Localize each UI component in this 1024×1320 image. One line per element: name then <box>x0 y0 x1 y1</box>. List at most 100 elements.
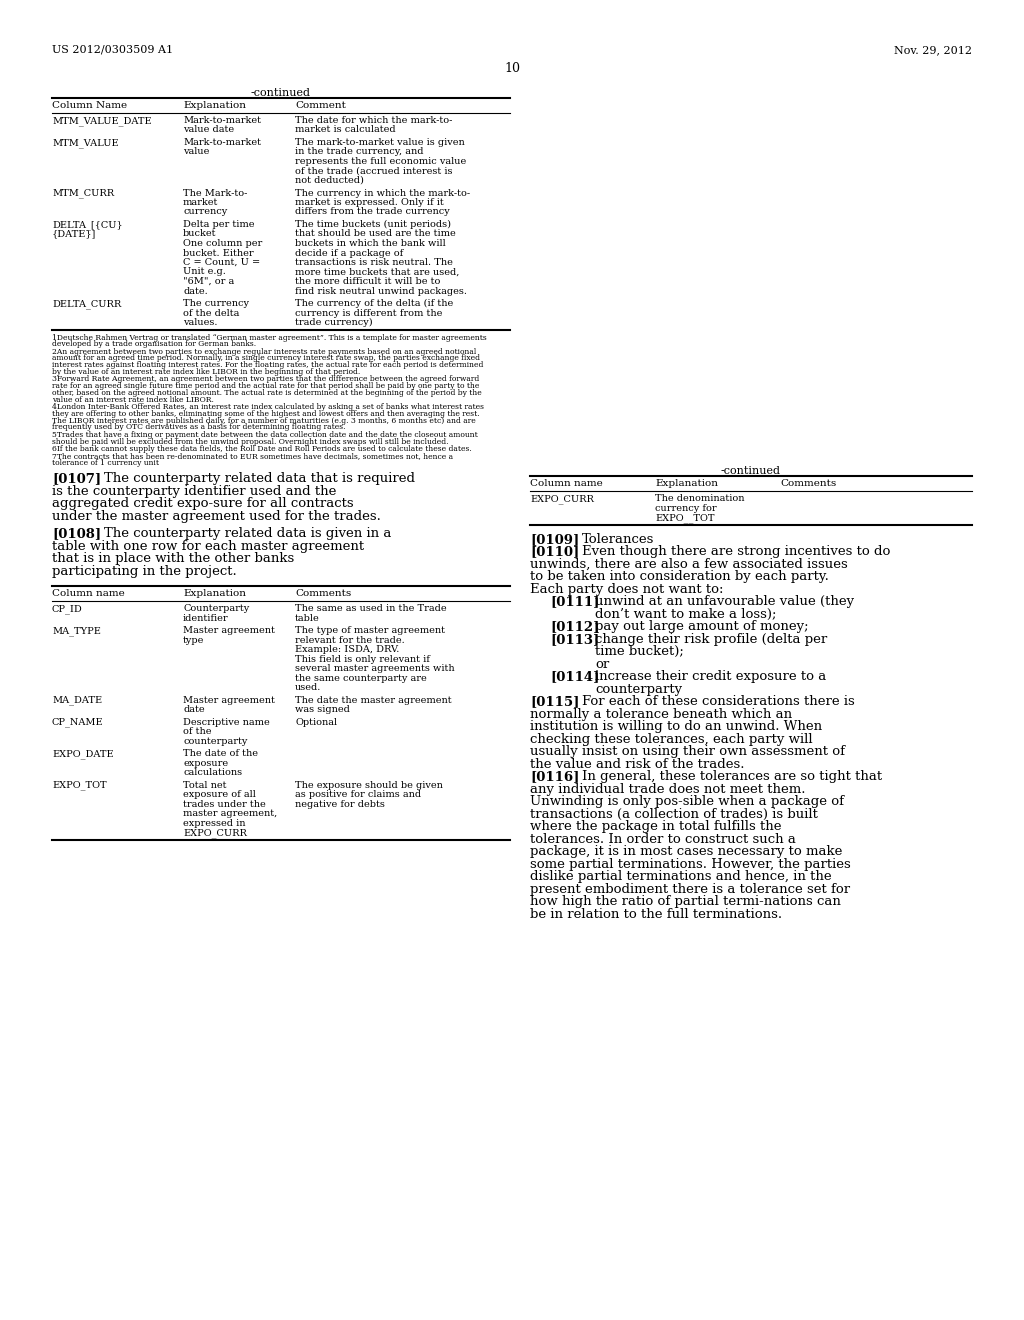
Text: DELTA_[{CU}: DELTA_[{CU} <box>52 220 123 230</box>
Text: currency: currency <box>183 207 227 216</box>
Text: buckets in which the bank will: buckets in which the bank will <box>295 239 445 248</box>
Text: be in relation to the full terminations.: be in relation to the full terminations. <box>530 908 782 921</box>
Text: package, it is in most cases necessary to make: package, it is in most cases necessary t… <box>530 845 843 858</box>
Text: 5Trades that have a fixing or payment date between the data collection date and : 5Trades that have a fixing or payment da… <box>52 430 478 438</box>
Text: This field is only relevant if: This field is only relevant if <box>295 655 430 664</box>
Text: Optional: Optional <box>295 718 337 727</box>
Text: CP_ID: CP_ID <box>52 605 83 614</box>
Text: EXPO__TOT: EXPO__TOT <box>655 513 715 523</box>
Text: [0114]: [0114] <box>550 671 599 684</box>
Text: more time buckets that are used,: more time buckets that are used, <box>295 268 460 276</box>
Text: 4London Inter-Bank Offered Rates, an interest rate index calculated by asking a : 4London Inter-Bank Offered Rates, an int… <box>52 403 484 411</box>
Text: MTM_VALUE_DATE: MTM_VALUE_DATE <box>52 116 152 125</box>
Text: The date of the: The date of the <box>183 750 258 758</box>
Text: Unwinding is only pos-sible when a package of: Unwinding is only pos-sible when a packa… <box>530 795 844 808</box>
Text: other, based on the agreed notional amount. The actual rate is determined at the: other, based on the agreed notional amou… <box>52 389 481 397</box>
Text: represents the full economic value: represents the full economic value <box>295 157 466 166</box>
Text: the same counterparty are: the same counterparty are <box>295 673 427 682</box>
Text: Tolerances: Tolerances <box>582 533 654 545</box>
Text: tolerances. In order to construct such a: tolerances. In order to construct such a <box>530 833 796 846</box>
Text: market: market <box>183 198 218 207</box>
Text: of the: of the <box>183 727 212 737</box>
Text: The Mark-to-: The Mark-to- <box>183 189 248 198</box>
Text: in the trade currency, and: in the trade currency, and <box>295 148 424 157</box>
Text: For each of these considerations there is: For each of these considerations there i… <box>582 696 855 709</box>
Text: or: or <box>595 657 609 671</box>
Text: Mark-to-market: Mark-to-market <box>183 139 261 147</box>
Text: institution is willing to do an unwind. When: institution is willing to do an unwind. … <box>530 721 822 733</box>
Text: Unit e.g.: Unit e.g. <box>183 268 226 276</box>
Text: MTM_CURR: MTM_CURR <box>52 189 114 198</box>
Text: The time buckets (unit periods): The time buckets (unit periods) <box>295 220 451 230</box>
Text: amount for an agreed time period. Normally, in a single currency interest rate s: amount for an agreed time period. Normal… <box>52 354 480 363</box>
Text: The counterparty related data is given in a: The counterparty related data is given i… <box>104 527 391 540</box>
Text: expressed in: expressed in <box>183 818 246 828</box>
Text: The LIBOR interest rates are published daily, for a number of maturities (e.g. 3: The LIBOR interest rates are published d… <box>52 417 476 425</box>
Text: The currency: The currency <box>183 300 249 308</box>
Text: trade currency): trade currency) <box>295 318 373 327</box>
Text: differs from the trade currency: differs from the trade currency <box>295 207 450 216</box>
Text: [0113]: [0113] <box>550 632 599 645</box>
Text: Column Name: Column Name <box>52 102 127 110</box>
Text: bucket. Either: bucket. Either <box>183 248 254 257</box>
Text: The currency in which the mark-to-: The currency in which the mark-to- <box>295 189 470 198</box>
Text: The date for which the mark-to-: The date for which the mark-to- <box>295 116 453 125</box>
Text: Column name: Column name <box>530 479 603 488</box>
Text: 7The contracts that has been re-denominated to EUR sometimes have decimals, some: 7The contracts that has been re-denomina… <box>52 453 454 461</box>
Text: that is in place with the other banks: that is in place with the other banks <box>52 552 294 565</box>
Text: type: type <box>183 636 205 644</box>
Text: date.: date. <box>183 286 208 296</box>
Text: under the master agreement used for the trades.: under the master agreement used for the … <box>52 510 381 523</box>
Text: transactions (a collection of trades) is built: transactions (a collection of trades) is… <box>530 808 818 821</box>
Text: is the counterparty identifier used and the: is the counterparty identifier used and … <box>52 484 336 498</box>
Text: Explanation: Explanation <box>183 102 246 110</box>
Text: developed by a trade organisation for German banks.: developed by a trade organisation for Ge… <box>52 341 256 348</box>
Text: The type of master agreement: The type of master agreement <box>295 626 445 635</box>
Text: was signed: was signed <box>295 705 350 714</box>
Text: Descriptive name: Descriptive name <box>183 718 269 727</box>
Text: [0112]: [0112] <box>550 620 599 634</box>
Text: CP_NAME: CP_NAME <box>52 718 103 727</box>
Text: negative for debts: negative for debts <box>295 800 385 809</box>
Text: tolerance of 1 currency unit: tolerance of 1 currency unit <box>52 459 159 467</box>
Text: participating in the project.: participating in the project. <box>52 565 237 578</box>
Text: trades under the: trades under the <box>183 800 266 809</box>
Text: "6M", or a: "6M", or a <box>183 277 234 286</box>
Text: The counterparty related data that is required: The counterparty related data that is re… <box>104 473 415 486</box>
Text: [0111]: [0111] <box>550 595 599 609</box>
Text: MTM_VALUE: MTM_VALUE <box>52 139 119 148</box>
Text: relevant for the trade.: relevant for the trade. <box>295 636 404 644</box>
Text: -continued: -continued <box>721 466 781 477</box>
Text: The date the master agreement: The date the master agreement <box>295 696 452 705</box>
Text: master agreement,: master agreement, <box>183 809 278 818</box>
Text: any individual trade does not meet them.: any individual trade does not meet them. <box>530 783 806 796</box>
Text: find risk neutral unwind packages.: find risk neutral unwind packages. <box>295 286 467 296</box>
Text: bucket: bucket <box>183 230 216 239</box>
Text: transactions is risk neutral. The: transactions is risk neutral. The <box>295 257 453 267</box>
Text: exposure: exposure <box>183 759 228 768</box>
Text: 2An agreement between two parties to exchange regular interests rate payments ba: 2An agreement between two parties to exc… <box>52 347 476 355</box>
Text: Master agreement: Master agreement <box>183 626 274 635</box>
Text: The same as used in the Trade: The same as used in the Trade <box>295 605 446 614</box>
Text: One column per: One column per <box>183 239 262 248</box>
Text: to be taken into consideration by each party.: to be taken into consideration by each p… <box>530 570 828 583</box>
Text: DELTA_CURR: DELTA_CURR <box>52 300 121 309</box>
Text: Nov. 29, 2012: Nov. 29, 2012 <box>894 45 972 55</box>
Text: some partial terminations. However, the parties: some partial terminations. However, the … <box>530 858 851 871</box>
Text: market is expressed. Only if it: market is expressed. Only if it <box>295 198 443 207</box>
Text: [0108]: [0108] <box>52 527 101 540</box>
Text: Counterparty: Counterparty <box>183 605 249 614</box>
Text: [0115]: [0115] <box>530 696 580 709</box>
Text: increase their credit exposure to a: increase their credit exposure to a <box>595 671 826 684</box>
Text: Master agreement: Master agreement <box>183 696 274 705</box>
Text: unwinds, there are also a few associated issues: unwinds, there are also a few associated… <box>530 558 848 570</box>
Text: The mark-to-market value is given: The mark-to-market value is given <box>295 139 465 147</box>
Text: don’t want to make a loss);: don’t want to make a loss); <box>595 607 776 620</box>
Text: how high the ratio of partial termi-nations can: how high the ratio of partial termi-nati… <box>530 895 841 908</box>
Text: market is calculated: market is calculated <box>295 125 395 135</box>
Text: change their risk profile (delta per: change their risk profile (delta per <box>595 632 827 645</box>
Text: {DATE}]: {DATE}] <box>52 230 96 239</box>
Text: Comments: Comments <box>295 589 351 598</box>
Text: currency is different from the: currency is different from the <box>295 309 442 318</box>
Text: Explanation: Explanation <box>183 589 246 598</box>
